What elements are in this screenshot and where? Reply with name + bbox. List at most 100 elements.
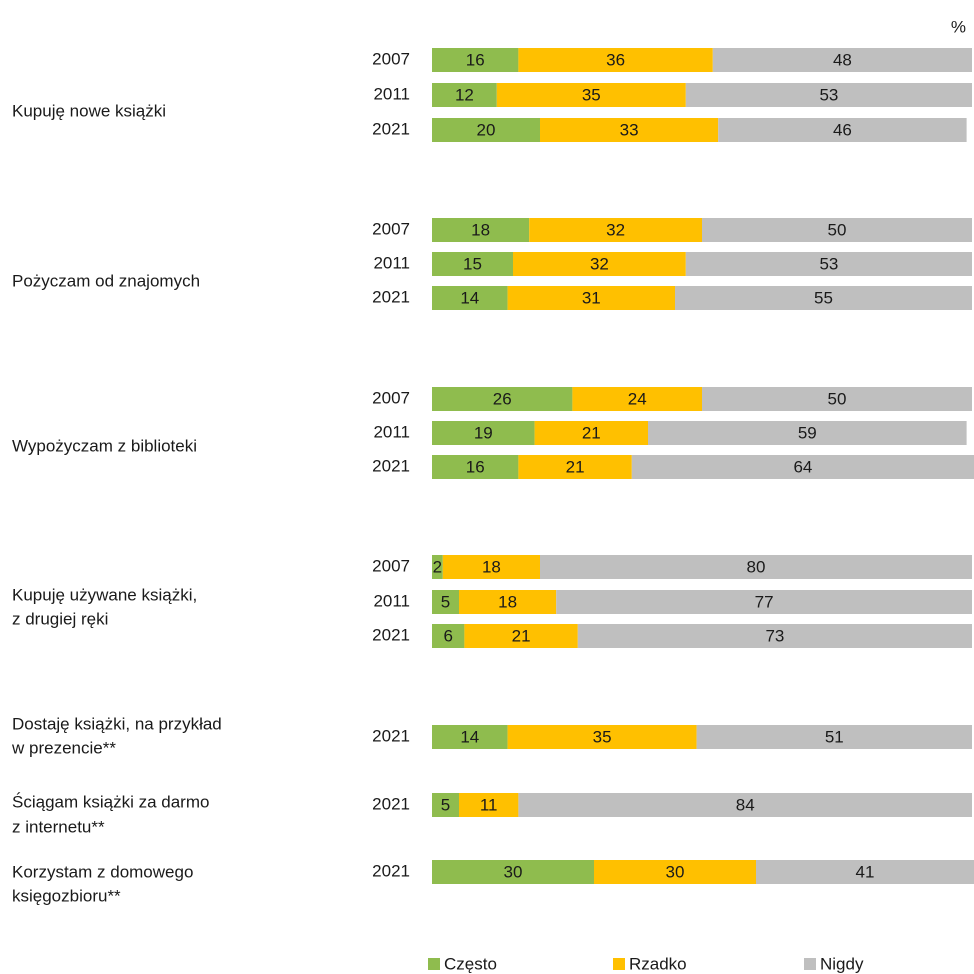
legend-label: Nigdy — [820, 954, 864, 973]
bar-segment — [696, 725, 972, 749]
year-label: 2007 — [372, 219, 410, 238]
value-label: 32 — [590, 254, 609, 273]
group-label: Dostaję książki, na przykład — [12, 714, 222, 733]
year-label: 2007 — [372, 556, 410, 575]
bar-segment — [702, 387, 972, 411]
year-label: 2021 — [372, 861, 410, 880]
bar-segment — [518, 48, 713, 72]
value-label: 30 — [666, 862, 685, 881]
bar-segment — [594, 860, 756, 884]
year-label: 2021 — [372, 119, 410, 138]
value-label: 18 — [498, 592, 517, 611]
value-label: 6 — [443, 626, 452, 645]
group-label: Kupuję używane książki, — [12, 585, 197, 604]
legend-swatch — [613, 958, 625, 970]
year-label: 2011 — [373, 591, 410, 610]
value-label: 50 — [828, 389, 847, 408]
group-label: z internetu** — [12, 817, 105, 836]
unit-label: % — [951, 17, 966, 36]
group-label: Kupuję nowe książki — [12, 101, 166, 120]
value-label: 55 — [814, 288, 833, 307]
year-label: 2011 — [373, 253, 410, 272]
value-label: 84 — [736, 795, 755, 814]
value-label: 14 — [460, 727, 479, 746]
value-label: 77 — [755, 592, 774, 611]
bar-segment — [572, 387, 702, 411]
bar-segment — [442, 555, 540, 579]
group-label: Pożyczam od znajomych — [12, 271, 200, 290]
year-label: 2021 — [372, 726, 410, 745]
value-label: 48 — [833, 50, 852, 69]
value-label: 30 — [504, 862, 523, 881]
bar-segment — [432, 725, 508, 749]
year-label: 2011 — [373, 84, 410, 103]
bar-segment — [685, 83, 972, 107]
bar-segment — [718, 118, 967, 142]
value-label: 73 — [765, 626, 784, 645]
bar-segment — [432, 118, 540, 142]
value-label: 36 — [606, 50, 625, 69]
value-label: 35 — [593, 727, 612, 746]
year-label: 2021 — [372, 794, 410, 813]
bar-segment — [459, 793, 519, 817]
bar-segment — [648, 421, 967, 445]
bar-segment — [685, 252, 972, 276]
bar-segment — [513, 252, 686, 276]
group-label: Wypożyczam z biblioteki — [12, 436, 197, 455]
legend-label: Rzadko — [629, 954, 687, 973]
value-label: 50 — [828, 220, 847, 239]
value-label: 51 — [825, 727, 844, 746]
year-label: 2007 — [372, 49, 410, 68]
value-label: 21 — [566, 457, 585, 476]
value-label: 53 — [819, 85, 838, 104]
value-label: 64 — [793, 457, 812, 476]
value-label: 18 — [471, 220, 490, 239]
bar-segment — [432, 793, 459, 817]
bar-segment — [518, 793, 972, 817]
group-label: Ściągam książki za darmo — [12, 792, 209, 811]
bar-segment — [432, 252, 513, 276]
bar-segment — [540, 118, 719, 142]
year-label: 2021 — [372, 287, 410, 306]
value-label: 80 — [747, 557, 766, 576]
group-label: Korzystam z domowego — [12, 862, 193, 881]
value-label: 41 — [856, 862, 875, 881]
bar-segment — [432, 555, 443, 579]
bar-segment — [556, 590, 972, 614]
bar-segment — [459, 590, 557, 614]
bar-segment — [432, 860, 594, 884]
bar-segment — [702, 218, 972, 242]
value-label: 16 — [466, 457, 485, 476]
year-label: 2007 — [372, 388, 410, 407]
value-label: 19 — [474, 423, 493, 442]
value-label: 21 — [582, 423, 601, 442]
value-label: 12 — [455, 85, 474, 104]
group-label: z drugiej ręki — [12, 609, 108, 628]
value-label: 5 — [441, 592, 450, 611]
bar-segment — [756, 860, 974, 884]
value-label: 59 — [798, 423, 817, 442]
bar-segment — [577, 624, 972, 648]
value-label: 18 — [482, 557, 501, 576]
bar-segment — [432, 590, 459, 614]
bar-segment — [432, 455, 519, 479]
value-label: 16 — [466, 50, 485, 69]
bar-segment — [464, 624, 578, 648]
value-label: 53 — [819, 254, 838, 273]
bar-segment — [712, 48, 972, 72]
bar-segment — [675, 286, 972, 310]
value-label: 33 — [620, 120, 639, 139]
value-label: 5 — [441, 795, 450, 814]
value-label: 11 — [480, 795, 498, 814]
bar-segment — [631, 455, 974, 479]
bar-segment — [432, 387, 573, 411]
value-label: 14 — [460, 288, 479, 307]
legend-label: Często — [444, 954, 497, 973]
bar-segment — [507, 286, 675, 310]
value-label: 31 — [582, 288, 601, 307]
group-label: w prezencie** — [11, 738, 116, 757]
value-label: 46 — [833, 120, 852, 139]
value-label: 35 — [582, 85, 601, 104]
legend-swatch — [428, 958, 440, 970]
